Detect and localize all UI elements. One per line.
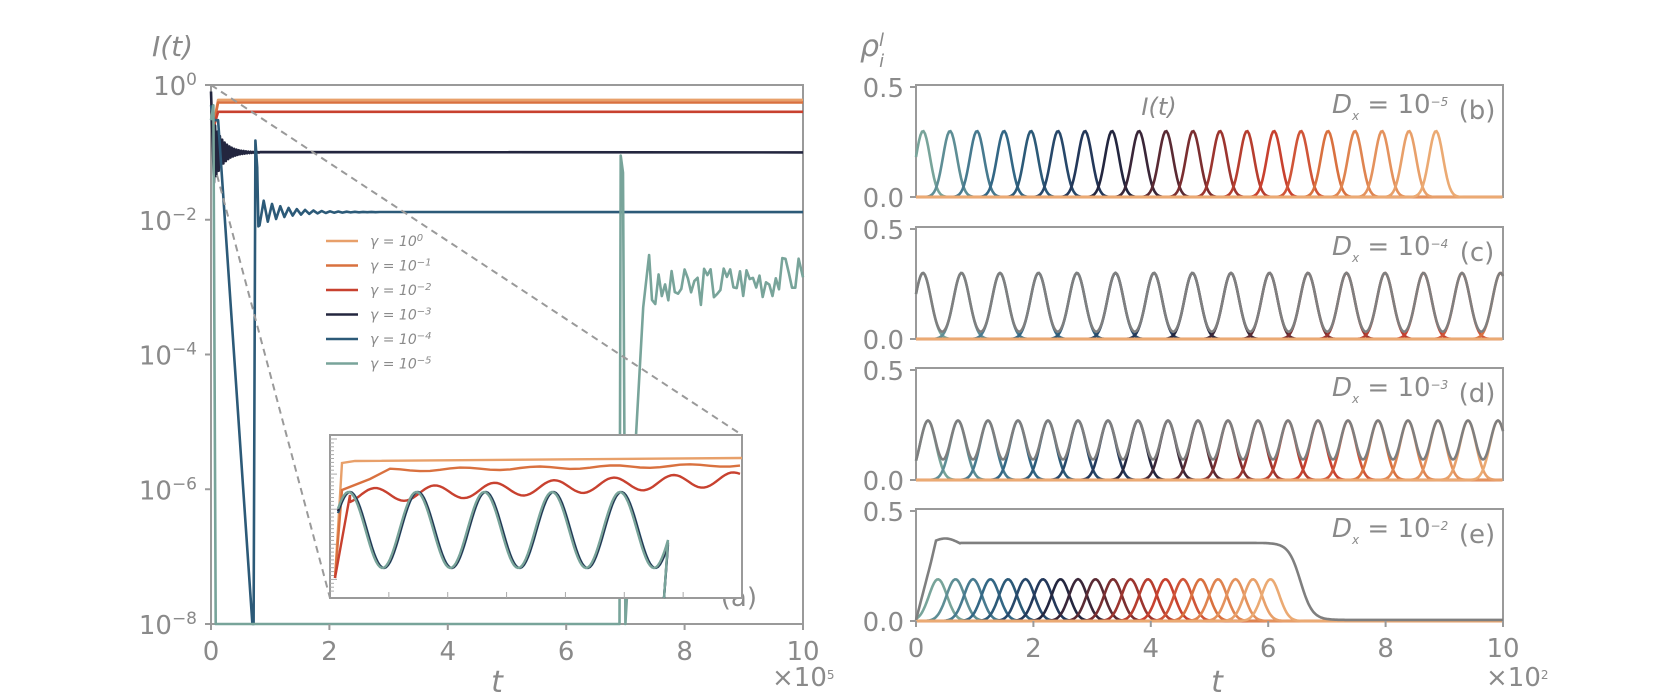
y-tick-label: 100 <box>153 70 197 102</box>
panel-label: (c) <box>1460 238 1495 268</box>
legend-label: γ = 10−3 <box>370 306 431 324</box>
inset-line <box>336 490 670 599</box>
legend-label: γ = 10−4 <box>370 331 431 349</box>
y-tick-label: 10−6 <box>139 474 197 506</box>
peak-line <box>916 129 1503 199</box>
envelope-line <box>914 419 1505 462</box>
panel-e: 0.0 0.5 Dx = 10−2 (e) <box>863 498 1504 638</box>
peak-line <box>916 129 1503 199</box>
x-tick-label: 10 <box>786 637 819 667</box>
inset-line <box>333 463 741 579</box>
dx-label: Dx = 10−2 <box>1332 514 1448 547</box>
series-line <box>210 101 803 133</box>
legend-label: γ = 10−5 <box>370 355 431 373</box>
panel-e-x-multiplier: ×102 <box>1486 663 1549 693</box>
zoom-connector-bottom <box>216 174 331 599</box>
panel-a-legend: γ = 100 γ = 10−1 γ = 10−2 γ = 10−3 γ = 10−4 γ… <box>326 233 431 373</box>
panel-a-xticks: 0 2 4 6 8 10 <box>203 624 820 667</box>
x-tick-label: 10 <box>1486 634 1519 664</box>
right-ylabel: ρl i <box>860 29 884 72</box>
dx-label: Dx = 10−5 <box>1332 90 1448 123</box>
panel-e-xlabel: t <box>1211 665 1224 693</box>
y-tick-label: 0.5 <box>863 74 904 104</box>
x-tick-label: 0 <box>203 637 220 667</box>
series-line <box>210 110 803 133</box>
peak-line <box>916 129 1503 199</box>
x-tick-label: 6 <box>1260 634 1277 664</box>
peak-line <box>916 129 1503 199</box>
dx-label: Dx = 10−3 <box>1332 373 1448 406</box>
panel-a-yticks: 100 10−2 10−4 10−6 10−8 <box>139 70 211 641</box>
peak-line <box>916 129 1503 199</box>
x-tick-label: 8 <box>676 637 693 667</box>
inset <box>329 434 743 599</box>
x-tick-label: 8 <box>1377 634 1394 664</box>
legend-label: γ = 10−2 <box>370 282 431 300</box>
peak-line <box>916 577 1503 623</box>
dx-label: Dx = 10−4 <box>1332 232 1448 265</box>
peak-line <box>916 129 1503 199</box>
inset-frame <box>329 434 743 599</box>
x-tick-label: 6 <box>558 637 575 667</box>
peak-line <box>916 129 1503 199</box>
peak-line <box>916 129 1503 199</box>
zoom-connector-top <box>210 84 743 436</box>
peak-line <box>916 129 1503 199</box>
peak-line <box>916 129 1503 199</box>
peak-line <box>916 129 1503 199</box>
panel-d: 0.0 0.5 Dx = 10−3 (d) <box>863 357 1505 497</box>
y-tick-label: 0.0 <box>863 326 904 356</box>
peak-line <box>916 129 1503 199</box>
x-tick-label: 4 <box>440 637 457 667</box>
envelope-line <box>914 271 1505 334</box>
legend-label: γ = 100 <box>370 233 423 251</box>
panel-a-x-multiplier: ×105 <box>772 663 835 693</box>
panel-e-xticks: 0 2 4 6 8 10 <box>908 621 1520 664</box>
x-tick-label: 2 <box>321 637 338 667</box>
panel-label: (b) <box>1459 96 1496 126</box>
y-tick-label: 0.0 <box>863 467 904 497</box>
panel-b: 0.0 0.5 Dx = 10−5 (b) I(t) <box>863 74 1504 214</box>
peak-line <box>914 129 1503 199</box>
y-tick-label: 10−2 <box>139 205 197 237</box>
y-tick-label: 10−4 <box>139 340 197 372</box>
x-tick-label: 4 <box>1143 634 1160 664</box>
peak-line <box>916 129 1503 199</box>
y-tick-label: 10−8 <box>139 609 197 641</box>
x-tick-label: 2 <box>1025 634 1042 664</box>
legend-label: γ = 10−1 <box>370 257 431 275</box>
peak-line <box>916 129 1503 199</box>
panel-a-curves <box>209 91 805 626</box>
series-line <box>210 98 803 133</box>
series-line <box>209 104 805 626</box>
y-tick-label: 0.0 <box>863 608 904 638</box>
peak-line <box>916 129 1503 199</box>
inset-curves <box>330 438 743 599</box>
y-tick-label: 0.5 <box>863 357 904 387</box>
panel-a-xlabel: t <box>491 665 504 693</box>
series-line <box>209 91 804 184</box>
panel-a-ylabel: I(t) <box>152 30 193 63</box>
peak-line <box>916 129 1503 199</box>
y-tick-label: 0.5 <box>863 498 904 528</box>
peak-line <box>916 419 1504 482</box>
peak-line <box>916 129 1503 199</box>
peak-line <box>916 129 1503 199</box>
panel-label: (e) <box>1459 520 1495 550</box>
y-tick-label: 0.5 <box>863 216 904 246</box>
panel-c: 0.0 0.5 Dx = 10−4 (c) <box>863 216 1505 356</box>
peak-line <box>916 129 1503 199</box>
y-tick-label: 0.0 <box>863 184 904 214</box>
series-line <box>209 105 804 626</box>
envelope-line <box>914 537 1503 622</box>
panel-annotation: I(t) <box>1141 93 1176 121</box>
x-tick-label: 0 <box>908 634 925 664</box>
panel-label: (d) <box>1459 379 1496 409</box>
